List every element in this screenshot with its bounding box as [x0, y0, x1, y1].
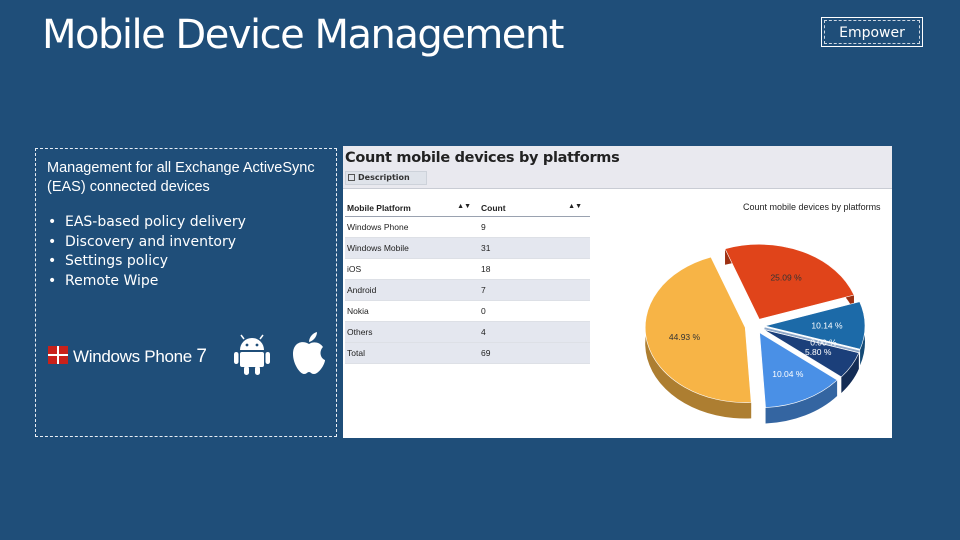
column-header-label: Mobile Platform — [347, 202, 411, 213]
windows-phone-label: Windows Phone — [73, 347, 192, 366]
table-row: Others 4 — [345, 321, 590, 343]
column-header-count[interactable]: Count ▲▼ — [479, 199, 590, 217]
platform-cell: Android — [345, 279, 479, 301]
table-row: Windows Mobile 31 — [345, 237, 590, 259]
platform-cell: Windows Phone — [345, 216, 479, 238]
pie-slice — [724, 243, 855, 320]
pie-data-label: 44.93 % — [669, 332, 701, 342]
column-header-platform[interactable]: Mobile Platform ▲▼ — [345, 199, 479, 217]
android-icon — [234, 334, 270, 375]
table-row-total: Total 69 — [345, 342, 590, 364]
table-row: Android 7 — [345, 279, 590, 301]
intro-text: Management for all Exchange ActiveSync (… — [47, 160, 315, 195]
report-header: Count mobile devices by platforms Descri… — [343, 146, 892, 189]
feature-item: Discovery and inventory — [48, 233, 246, 253]
count-cell: 4 — [479, 321, 590, 343]
count-cell: 18 — [479, 258, 590, 280]
platform-cell: Total — [345, 342, 479, 364]
count-cell: 69 — [479, 342, 590, 364]
pie-chart: 25.09 % 10.14 % 0.00 %5.80 % 10.04 % 44.93 % — [644, 243, 866, 424]
column-header-label: Count — [481, 202, 506, 213]
table-row: Nokia 0 — [345, 300, 590, 322]
pie-slice-side — [765, 380, 838, 424]
windows-phone-logo: Windows Phone 7 — [73, 346, 207, 368]
pie-slice — [644, 256, 752, 403]
pie-data-label: 5.80 % — [805, 347, 832, 357]
pie-data-label: 10.04 % — [772, 369, 804, 379]
platform-cell: Others — [345, 321, 479, 343]
platform-cell: iOS — [345, 258, 479, 280]
pie-slice-side — [841, 352, 859, 393]
report-title: Count mobile devices by platforms — [345, 150, 620, 166]
windows-phone-version: 7 — [196, 346, 207, 367]
feature-item: EAS-based policy delivery — [48, 213, 246, 233]
pie-slice — [764, 327, 860, 353]
chart-title: Count mobile devices by platforms — [743, 202, 881, 212]
sort-icon[interactable]: ▲▼ — [457, 202, 471, 210]
feature-list: EAS-based policy delivery Discovery and … — [48, 213, 246, 291]
report-panel: Count mobile devices by platforms Descri… — [343, 146, 892, 438]
platform-table: Mobile Platform ▲▼ Count ▲▼ Windows Phone 9… — [345, 199, 590, 364]
platform-cell: Windows Mobile — [345, 237, 479, 259]
windows-flag-icon — [48, 346, 68, 364]
table-row: iOS 18 — [345, 258, 590, 280]
apple-icon — [293, 332, 325, 374]
pie-data-label: 25.09 % — [770, 272, 802, 282]
table-row: Windows Phone 9 — [345, 216, 590, 238]
feature-panel: Management for all Exchange ActiveSync (… — [35, 148, 337, 437]
pie-data-label: 10.14 % — [811, 321, 843, 331]
count-cell: 31 — [479, 237, 590, 259]
platform-logos: Windows Phone 7 — [46, 329, 336, 379]
expand-icon[interactable] — [348, 174, 355, 181]
empower-badge: Empower — [821, 17, 923, 47]
count-cell: 9 — [479, 216, 590, 238]
platform-cell: Nokia — [345, 300, 479, 322]
feature-item: Settings policy — [48, 252, 246, 272]
description-label: Description — [358, 173, 410, 182]
description-toggle[interactable]: Description — [345, 171, 427, 185]
table-header-row: Mobile Platform ▲▼ Count ▲▼ — [345, 199, 590, 217]
feature-item: Remote Wipe — [48, 272, 246, 292]
count-cell: 0 — [479, 300, 590, 322]
pie-slice — [763, 329, 860, 378]
slide-title: Mobile Device Management — [42, 12, 564, 58]
pie-slice — [764, 301, 866, 350]
pie-data-label: 0.00 % — [810, 338, 837, 348]
sort-icon[interactable]: ▲▼ — [568, 202, 582, 210]
pie-slice — [759, 332, 838, 408]
count-cell: 7 — [479, 279, 590, 301]
